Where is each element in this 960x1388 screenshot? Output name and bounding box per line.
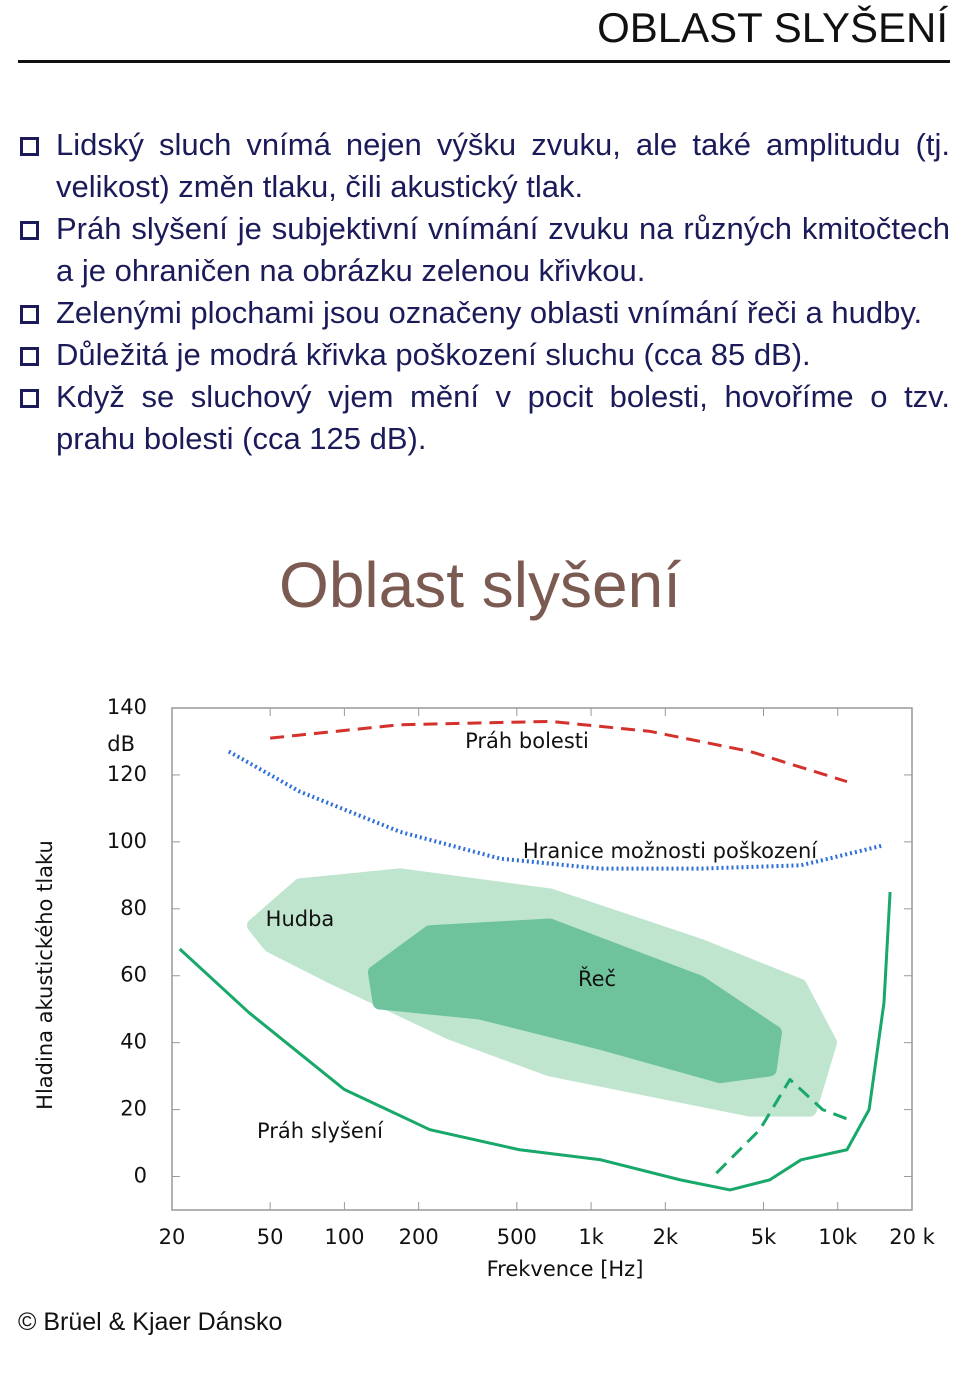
series-label: Hudba	[266, 907, 335, 931]
x-axis-title: Frekvence [Hz]	[487, 1257, 644, 1281]
bullet: Práh slyšení je subjektivní vnímání zvuk…	[18, 208, 950, 292]
page-title: OBLAST SLYŠENÍ	[597, 4, 948, 51]
y-axis-title: Hladina akustického tlaku	[33, 840, 57, 1110]
bullet: Důležitá je modrá křivka poškození sluch…	[18, 334, 950, 376]
series-label: Hranice možnosti poškození	[523, 839, 818, 863]
credit: © Brüel & Kjaer Dánsko	[18, 1308, 283, 1336]
y-unit: dB	[107, 732, 135, 756]
x-tick-label: 200	[399, 1225, 439, 1249]
series-label: Práh bolesti	[465, 729, 589, 753]
y-tick-label: 100	[107, 829, 147, 853]
curve	[715, 1077, 850, 1175]
bullet: Zelenými plochami jsou označeny oblasti …	[18, 292, 950, 334]
chart-title: Oblast slyšení	[279, 549, 681, 621]
bullet: Lidský sluch vnímá nejen výšku zvuku, al…	[18, 124, 950, 208]
y-tick-label: 60	[120, 963, 147, 987]
bullet-list: Lidský sluch vnímá nejen výšku zvuku, al…	[18, 124, 950, 460]
x-tick-label: 500	[497, 1225, 537, 1249]
curve	[178, 891, 892, 1192]
y-tick-label: 40	[120, 1030, 147, 1054]
plot-frame	[171, 707, 913, 1211]
y-tick-label: 80	[120, 896, 147, 920]
chart: dB Frekvence [Hz] Hladina akustického tl…	[33, 695, 936, 1281]
x-tick-label: 20	[159, 1225, 186, 1249]
y-tick-label: 120	[107, 762, 147, 786]
header-rule	[18, 60, 950, 63]
y-tick-label: 0	[134, 1164, 147, 1188]
x-tick-label: 5k	[751, 1225, 777, 1249]
area	[367, 918, 782, 1084]
bullet: Když se sluchový vjem mění v pocit boles…	[18, 376, 950, 460]
y-tick-label: 140	[107, 695, 147, 719]
x-tick-label: 20 k	[889, 1225, 935, 1249]
curve	[270, 719, 848, 784]
x-tick-label: 1k	[578, 1225, 604, 1249]
y-tick-label: 20	[120, 1097, 147, 1121]
x-tick-label: 10k	[818, 1225, 858, 1249]
x-tick-label: 2k	[653, 1225, 679, 1249]
x-tick-label: 100	[324, 1225, 364, 1249]
series-label: Práh slyšení	[257, 1119, 384, 1143]
x-tick-label: 50	[257, 1225, 284, 1249]
series-label: Řeč	[578, 966, 616, 991]
